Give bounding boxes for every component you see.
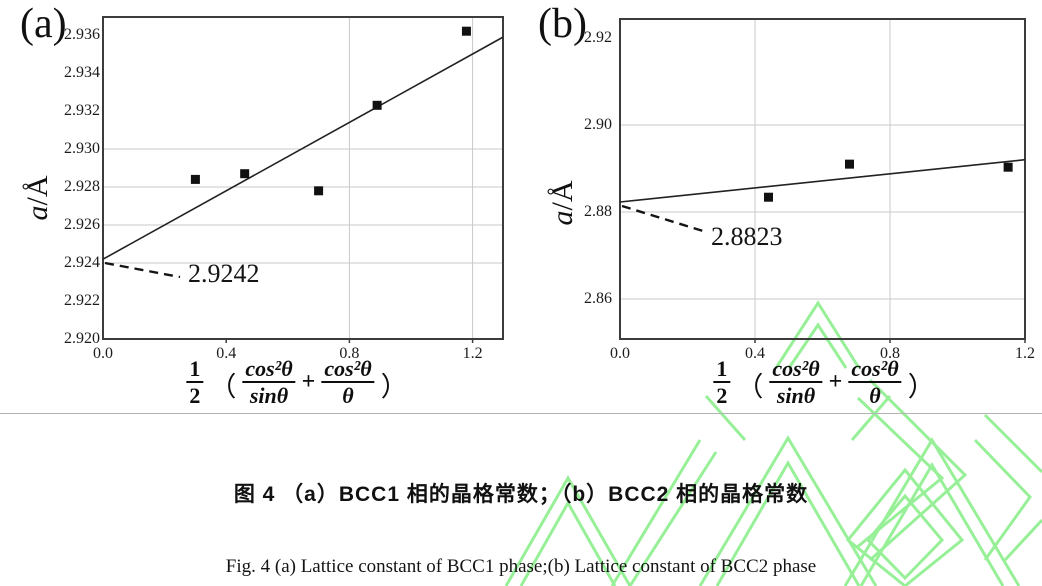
- panel-a-y-axis-title: a/Å: [21, 166, 55, 230]
- formula-half-denominator: 2: [716, 383, 728, 409]
- formula-half-numerator: 1: [189, 356, 201, 381]
- formula-frac2-denominator: θ: [869, 383, 881, 409]
- data-point-marker: [314, 186, 324, 196]
- intercept-callout-dash: [621, 204, 704, 233]
- formula-fraction-2: cos²θ θ: [848, 356, 902, 409]
- plot-border-panel-b: [619, 18, 1026, 340]
- formula-fraction-1: cos²θ sinθ: [242, 356, 296, 409]
- intercept-callout-dash: [104, 261, 181, 279]
- data-point-marker: [190, 174, 200, 184]
- panel-a-x-axis-formula: 1 2 （ cos²θ sinθ + cos²θ θ ）: [186, 356, 408, 409]
- data-point-marker: [1003, 162, 1013, 172]
- plot-border-panel-a: [102, 16, 504, 340]
- data-point-marker: [764, 192, 773, 202]
- formula-one-half: 1 2: [713, 356, 731, 409]
- caption-english: Fig. 4 (a) Lattice constant of BCC1 phas…: [225, 556, 817, 577]
- panel-b-y-axis-unit: /Å: [546, 180, 579, 211]
- formula-one-half: 1 2: [186, 356, 204, 409]
- formula-half-denominator: 2: [189, 383, 201, 409]
- data-point-marker: [240, 169, 250, 179]
- formula-close-paren: ）: [380, 371, 408, 402]
- formula-plus-sign: +: [301, 368, 316, 395]
- formula-frac2-numerator: cos²θ: [851, 356, 899, 381]
- formula-frac2-denominator: θ: [342, 383, 354, 409]
- formula-half-numerator: 1: [716, 356, 728, 381]
- panel-b-y-axis-variable: a: [546, 210, 579, 226]
- panel-b-y-axis-title: a/Å: [546, 171, 580, 235]
- page-divider-rule: [0, 413, 1042, 414]
- panel-b-intercept-annotation: 2.8823: [711, 222, 783, 251]
- formula-frac1-numerator: cos²θ: [772, 356, 820, 381]
- data-point-marker: [461, 26, 471, 36]
- formula-open-paren: （: [209, 371, 237, 402]
- panel-b-x-axis-formula: 1 2 （ cos²θ sinθ + cos²θ θ ）: [713, 356, 935, 409]
- formula-close-paren: ）: [907, 371, 935, 402]
- formula-plus-sign: +: [828, 368, 843, 395]
- caption-chinese: 图 4 （a）BCC1 相的晶格常数；（b）BCC2 相的晶格常数: [233, 483, 809, 506]
- panel-a-y-axis-unit: /Å: [21, 175, 54, 206]
- formula-frac1-denominator: sinθ: [249, 383, 289, 409]
- panel-b-label: (b): [538, 1, 587, 47]
- formula-frac1-denominator: sinθ: [776, 383, 816, 409]
- fraction-bar: [848, 381, 902, 384]
- fraction-bar: [186, 381, 204, 384]
- panel-a-y-axis-variable: a: [21, 205, 54, 221]
- data-point-marker: [372, 100, 382, 110]
- panel-a-label: (a): [20, 1, 67, 47]
- fit-line-panel-b: [619, 158, 1026, 203]
- formula-frac2-numerator: cos²θ: [324, 356, 372, 381]
- fraction-bar: [713, 381, 731, 384]
- formula-open-paren: （: [736, 371, 764, 402]
- fraction-bar: [769, 381, 823, 384]
- fraction-bar: [242, 381, 296, 384]
- fit-line-panel-a: [102, 36, 504, 260]
- panel-a-intercept-annotation: 2.9242: [188, 259, 260, 288]
- fraction-bar: [321, 381, 375, 384]
- formula-fraction-1: cos²θ sinθ: [769, 356, 823, 409]
- formula-fraction-2: cos²θ θ: [321, 356, 375, 409]
- formula-frac1-numerator: cos²θ: [245, 356, 293, 381]
- data-point-marker: [845, 159, 854, 169]
